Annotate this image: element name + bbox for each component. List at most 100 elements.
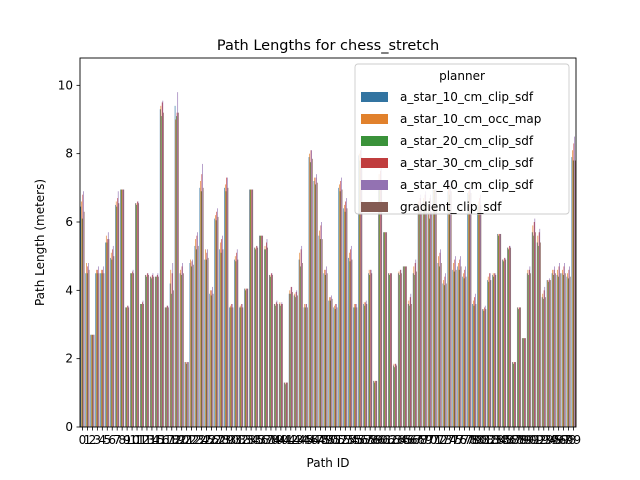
bar-7-gradient_clip_sdf	[118, 203, 120, 427]
bar-6-a_star_40_cm_clip_sdf	[112, 245, 114, 427]
bar-31-a_star_10_cm_clip_sdf	[234, 259, 235, 427]
bar-2-a_star_10_cm_occ_map	[91, 334, 92, 427]
bar-56-a_star_10_cm_clip_sdf	[358, 155, 359, 428]
bar-73-a_star_40_cm_clip_sdf	[445, 273, 446, 427]
y-tick-label: 0	[65, 420, 73, 434]
bar-46-a_star_20_cm_clip_sdf	[309, 162, 311, 427]
bar-76-a_star_30_cm_clip_sdf	[459, 259, 461, 427]
bar-47-a_star_10_cm_clip_sdf	[313, 181, 315, 427]
bar-1-a_star_30_cm_clip_sdf	[87, 266, 89, 427]
x-tick-label: 85	[496, 433, 511, 447]
bar-63-a_star_10_cm_clip_sdf	[392, 365, 394, 427]
x-tick-label: 37	[258, 433, 273, 447]
bar-87-a_star_40_cm_clip_sdf	[514, 362, 516, 427]
x-tick-label: 69	[417, 433, 432, 447]
bar-63-gradient_clip_sdf	[396, 365, 397, 427]
x-tick-label: 54	[343, 433, 358, 447]
bar-73-a_star_30_cm_clip_sdf	[444, 276, 446, 427]
bar-70-gradient_clip_sdf	[431, 211, 432, 427]
bar-59-a_star_10_cm_occ_map	[373, 380, 375, 428]
bar-80-a_star_10_cm_clip_sdf	[477, 204, 478, 427]
legend-swatch	[361, 180, 388, 190]
bar-6-gradient_clip_sdf	[113, 256, 115, 427]
bar-53-a_star_10_cm_clip_sdf	[343, 208, 345, 427]
bar-4-gradient_clip_sdf	[103, 273, 105, 427]
bar-83-a_star_40_cm_clip_sdf	[494, 273, 496, 427]
bar-40-a_star_10_cm_clip_sdf	[278, 304, 280, 427]
bar-23-a_star_30_cm_clip_sdf	[196, 235, 198, 427]
bar-83-a_star_10_cm_occ_map	[492, 273, 494, 427]
bar-39-gradient_clip_sdf	[277, 304, 278, 427]
bar-94-a_star_40_cm_clip_sdf	[549, 278, 551, 428]
bar-46-a_star_40_cm_clip_sdf	[311, 150, 312, 427]
bar-89-a_star_20_cm_clip_sdf	[523, 338, 524, 427]
bar-69-a_star_30_cm_clip_sdf	[424, 194, 426, 427]
bar-82-a_star_20_cm_clip_sdf	[488, 281, 490, 427]
bar-17-gradient_clip_sdf	[168, 307, 169, 427]
bar-9-a_star_40_cm_clip_sdf	[127, 305, 129, 427]
bar-49-a_star_40_cm_clip_sdf	[326, 266, 327, 427]
x-tick-label: 90	[521, 433, 536, 447]
bar-97-a_star_20_cm_clip_sdf	[562, 274, 564, 427]
legend: planner a_star_10_cm_clip_sdfa_star_10_c…	[354, 63, 570, 215]
bar-53-gradient_clip_sdf	[346, 208, 348, 427]
y-tick-label: 8	[65, 147, 73, 161]
bar-69-a_star_20_cm_clip_sdf	[424, 204, 425, 427]
bar-66-gradient_clip_sdf	[411, 304, 412, 427]
bar-93-a_star_20_cm_clip_sdf	[543, 298, 544, 428]
bar-65-gradient_clip_sdf	[406, 266, 407, 427]
x-tick-label: 7	[113, 433, 121, 447]
bar-51-a_star_20_cm_clip_sdf	[334, 309, 336, 428]
bar-93-a_star_30_cm_clip_sdf	[543, 290, 545, 427]
bar-78-a_star_30_cm_clip_sdf	[469, 187, 471, 427]
bar-78-a_star_10_cm_occ_map	[468, 191, 469, 427]
bar-8-a_star_10_cm_occ_map	[120, 189, 122, 427]
bar-97-a_star_10_cm_clip_sdf	[561, 273, 563, 427]
bar-3-a_star_20_cm_clip_sdf	[96, 273, 98, 427]
bar-50-gradient_clip_sdf	[331, 298, 333, 428]
bar-58-a_star_40_cm_clip_sdf	[370, 269, 372, 427]
bar-39-a_star_40_cm_clip_sdf	[276, 300, 278, 427]
x-tick-label: 87	[506, 433, 521, 447]
bar-78-a_star_20_cm_clip_sdf	[468, 194, 470, 427]
bar-51-gradient_clip_sdf	[336, 307, 338, 427]
bar-29-a_star_10_cm_occ_map	[224, 184, 226, 427]
bar-94-gradient_clip_sdf	[550, 280, 551, 427]
x-tick-label: 98	[561, 433, 576, 447]
bar-17-a_star_20_cm_clip_sdf	[166, 307, 167, 427]
x-tick-label: 35	[248, 433, 263, 447]
bar-95-a_star_10_cm_occ_map	[552, 269, 554, 427]
bar-63-a_star_30_cm_clip_sdf	[394, 363, 396, 427]
bar-28-a_star_10_cm_occ_map	[220, 242, 221, 427]
bar-90-gradient_clip_sdf	[530, 273, 531, 427]
bar-97-a_star_10_cm_occ_map	[562, 269, 563, 427]
bar-73-a_star_10_cm_clip_sdf	[442, 283, 444, 427]
bar-70-a_star_10_cm_occ_map	[428, 204, 430, 427]
bar-86-a_star_10_cm_clip_sdf	[507, 247, 508, 428]
bar-93-a_star_40_cm_clip_sdf	[544, 286, 546, 427]
bar-98-a_star_40_cm_clip_sdf	[569, 266, 570, 427]
bar-38-a_star_10_cm_clip_sdf	[268, 274, 270, 427]
bar-72-gradient_clip_sdf	[440, 263, 442, 427]
bar-72-a_star_30_cm_clip_sdf	[439, 252, 441, 427]
bar-32-a_star_40_cm_clip_sdf	[241, 304, 243, 427]
bar-94-a_star_10_cm_clip_sdf	[546, 280, 548, 427]
bar-15-a_star_30_cm_clip_sdf	[156, 274, 158, 427]
bar-71-gradient_clip_sdf	[435, 189, 437, 427]
x-tick-label: 99	[566, 433, 581, 447]
bar-85-a_star_30_cm_clip_sdf	[504, 257, 505, 428]
plot-frame	[79, 57, 577, 428]
bar-27-a_star_10_cm_clip_sdf	[214, 218, 216, 427]
bar-95-a_star_10_cm_clip_sdf	[551, 273, 553, 427]
x-tick-label: 2	[89, 433, 97, 447]
bar-71-a_star_20_cm_clip_sdf	[433, 189, 435, 427]
bar-38-a_star_40_cm_clip_sdf	[271, 273, 273, 427]
bar-88-a_star_20_cm_clip_sdf	[518, 309, 519, 428]
bar-37-a_star_10_cm_clip_sdf	[264, 249, 265, 427]
bar-92-a_star_10_cm_occ_map	[537, 235, 539, 427]
y-tick-label: 6	[65, 215, 73, 229]
bar-83-a_star_30_cm_clip_sdf	[494, 273, 495, 427]
bar-15-a_star_10_cm_occ_map	[155, 276, 157, 427]
bar-30-a_star_10_cm_occ_map	[229, 305, 231, 427]
bar-65-a_star_30_cm_clip_sdf	[404, 266, 406, 427]
